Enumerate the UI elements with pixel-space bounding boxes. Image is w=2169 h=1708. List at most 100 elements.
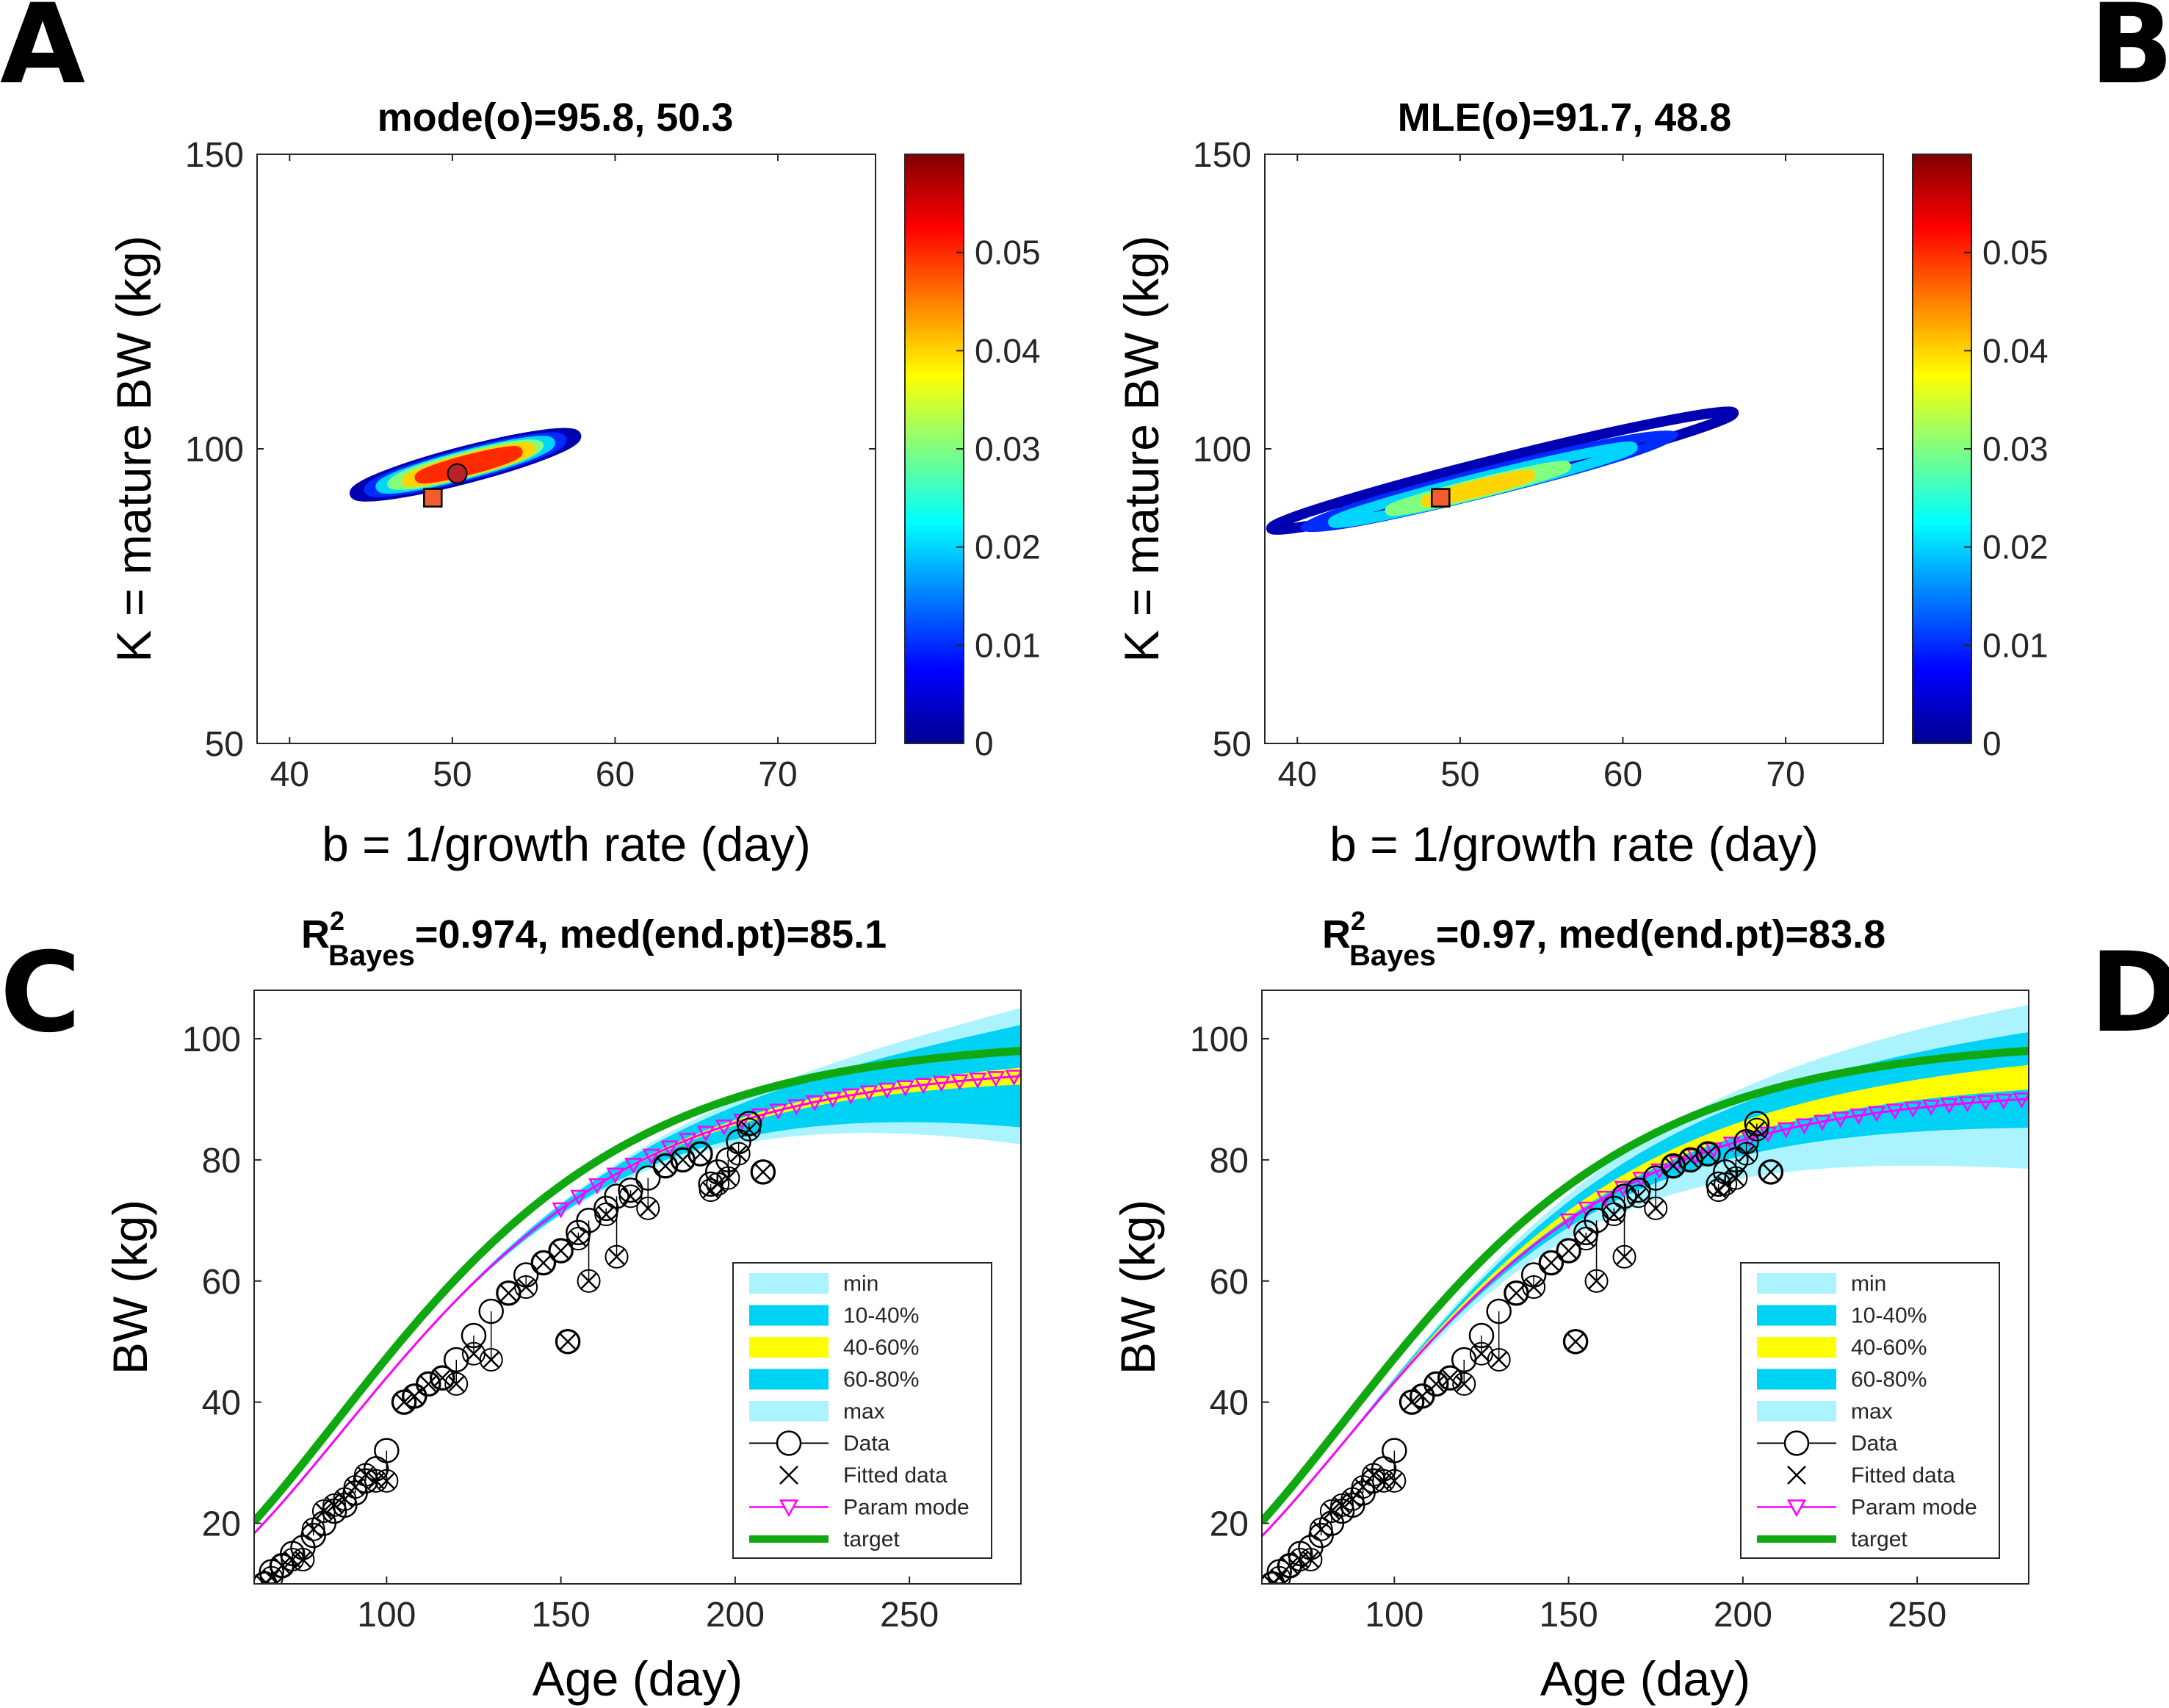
panel-c-fitted-circle <box>430 1366 455 1390</box>
panel-c-fitted-point <box>570 1230 587 1247</box>
panel-a-ytick-label: 50 <box>205 725 244 764</box>
panel-c-fitted-circle <box>479 1347 503 1372</box>
panel-d-ticks: 100 150 200 250 20 40 60 80 100 <box>1190 1020 1946 1635</box>
panel-d-fitted-point <box>1682 1151 1699 1168</box>
panel-c-ytick-label: 20 <box>202 1505 241 1544</box>
panel-c-param-mode-marker <box>878 1082 896 1099</box>
panel-c-param-mode-marker <box>842 1088 860 1105</box>
panel-c-band-10-80 <box>254 1025 1021 1534</box>
panel-c-fitted-point <box>740 1121 757 1138</box>
panel-d-title: R2 Bayes=0.97, med(end.pt)=83.8 <box>1322 906 1885 972</box>
panel-d-fitted-point <box>1630 1188 1647 1205</box>
panel-d-target-line <box>1262 1046 2029 1524</box>
panel-d-param-mode-marker <box>1831 1111 1849 1128</box>
panel-d-xtick-label: 200 <box>1714 1596 1772 1635</box>
panel-c-fitted-point <box>316 1503 332 1519</box>
panel-c-fitted-point <box>754 1164 771 1181</box>
panel-c-fitted-circle <box>577 1269 601 1293</box>
panel-d-fitted-circle <box>1452 1372 1476 1396</box>
panel-c-ytick-label: 60 <box>202 1263 241 1302</box>
panel-c-fitted-point <box>552 1242 569 1259</box>
panel-d-data-point <box>1468 1322 1495 1349</box>
panel-d-legend-param-marker <box>1786 1499 1807 1518</box>
panel-c-legend-label: 60-80% <box>843 1368 919 1392</box>
panel-d-legend-fitted-marker <box>1787 1466 1806 1485</box>
panel-c-param-mode-marker <box>660 1140 679 1157</box>
panel-c-legend-label: Param mode <box>843 1496 970 1520</box>
panel-d-fitted-circle <box>1584 1269 1609 1293</box>
panel-c-ylabel: BW (kg) <box>103 1200 157 1374</box>
panel-d-legend-label: 60-80% <box>1851 1368 1927 1392</box>
panel-c-data-point <box>461 1322 487 1349</box>
panel-c-param-mode-marker <box>950 1074 969 1091</box>
panel-c-fitted-point <box>560 1333 576 1350</box>
panel-c-param-mode-marker <box>859 1085 878 1102</box>
panel-c-fitted-point <box>483 1352 499 1368</box>
panel-c-param-mode-marker <box>914 1078 933 1095</box>
panel-d-fitted-circle <box>1424 1372 1448 1396</box>
panel-c-fitted-point <box>720 1170 737 1186</box>
panel-c-param-mode-marker <box>570 1189 588 1206</box>
panel-a-title: mode(o)=95.8, 50.3 <box>378 96 734 140</box>
panel-b-xtick-label: 40 <box>1278 755 1317 794</box>
panel-b-xtick-label: 70 <box>1766 755 1805 794</box>
panel-c-fitted-circle <box>514 1275 538 1299</box>
panel-d-fitted-circle <box>1539 1251 1563 1275</box>
panel-d-param-mode-marker <box>1977 1095 1995 1111</box>
panel-d-data-point <box>1382 1438 1407 1463</box>
panel-c-fitted-point <box>378 1472 395 1489</box>
panel-b-ylabel: K = mature BW (kg) <box>1114 235 1169 662</box>
panel-d-fitted-circle <box>1696 1142 1720 1166</box>
panel-c-fitted-circle <box>688 1142 712 1166</box>
panel-a-contour-level-5 <box>414 446 523 484</box>
panel-d-fitted-point <box>1302 1552 1319 1568</box>
panel-c-fitted-circle <box>716 1166 740 1190</box>
panel-c-fitted-circle <box>556 1330 580 1354</box>
panel-d-data-point <box>1744 1111 1770 1136</box>
panel-c-param-mode-marker <box>896 1080 914 1097</box>
panel-b-xtick-label: 60 <box>1603 755 1642 794</box>
panel-c-fitted-circle <box>737 1117 761 1142</box>
panel-d-legend-swatch <box>1757 1401 1836 1421</box>
panel-d-ytick-label: 40 <box>1210 1384 1249 1423</box>
panel-d-legend-label: max <box>1851 1399 1893 1424</box>
panel-c-legend: min 10-40% 40-60% 60-80% max Data Fitted data P… <box>732 1262 992 1559</box>
panel-c-fitted-point <box>518 1279 535 1295</box>
panel-b-title: MLE(o)=91.7, 48.8 <box>1398 96 1732 140</box>
panel-a-cbar-label: 0.05 <box>975 234 1041 272</box>
panel-c-param-mode-marker <box>606 1167 624 1184</box>
panel-d-ylabel: BW (kg) <box>1111 1200 1165 1374</box>
panel-d-xtick-label: 150 <box>1540 1596 1598 1635</box>
panel-d-data-point <box>1486 1298 1512 1325</box>
panel-b-cbar-label: 0 <box>1982 724 2002 763</box>
panel-c-fitted-point <box>396 1394 412 1410</box>
panel-c-fitted-point <box>357 1466 374 1483</box>
panel-d-data-point <box>1642 1165 1669 1191</box>
panel-a-colorbar-ticks: 0 0.01 0.02 0.03 0.04 0.05 <box>956 234 1041 763</box>
panel-a-contour: 40 50 60 70 50 100 150 b = 1/growth rate (day)… <box>107 136 1041 871</box>
panel-d-fitted-circle <box>1574 1227 1598 1251</box>
panel-c-fitted-point <box>692 1145 709 1162</box>
panel-c-legend-swatch <box>749 1337 829 1358</box>
panel-c-legend-label: 10-40% <box>843 1304 919 1328</box>
panel-c-legend-label: max <box>843 1399 885 1424</box>
panel-c-xlabel: Age (day) <box>533 1651 743 1706</box>
panel-d-param-mode-marker <box>1668 1156 1686 1172</box>
panel-d-param-mode-marker <box>1885 1103 1904 1120</box>
panel-d-xtick-label: 100 <box>1365 1596 1423 1635</box>
panel-d-ytick-label: 100 <box>1190 1020 1249 1059</box>
panel-c-fitted-point <box>608 1248 625 1265</box>
panel-a-xlabel: b = 1/growth rate (day) <box>322 817 811 871</box>
panel-c-fitted-point <box>420 1376 437 1392</box>
panel-c-fitted-circle <box>254 1572 277 1584</box>
panel-c-param-mode-marker <box>715 1120 733 1136</box>
panel-c-param-mode-marker <box>642 1148 661 1165</box>
panel-d-fitted-circle <box>1644 1196 1668 1220</box>
panel-d-legend-swatch <box>1757 1305 1836 1326</box>
panel-c-param-mode-marker <box>932 1075 950 1092</box>
panel-c-fitted-point <box>347 1479 364 1495</box>
panel-d-plot <box>1262 1004 2029 1584</box>
panel-c-fitted-circle <box>726 1142 751 1166</box>
panel-d-fitted-circle <box>1744 1117 1769 1142</box>
panel-c-fitted-circle <box>403 1384 427 1408</box>
